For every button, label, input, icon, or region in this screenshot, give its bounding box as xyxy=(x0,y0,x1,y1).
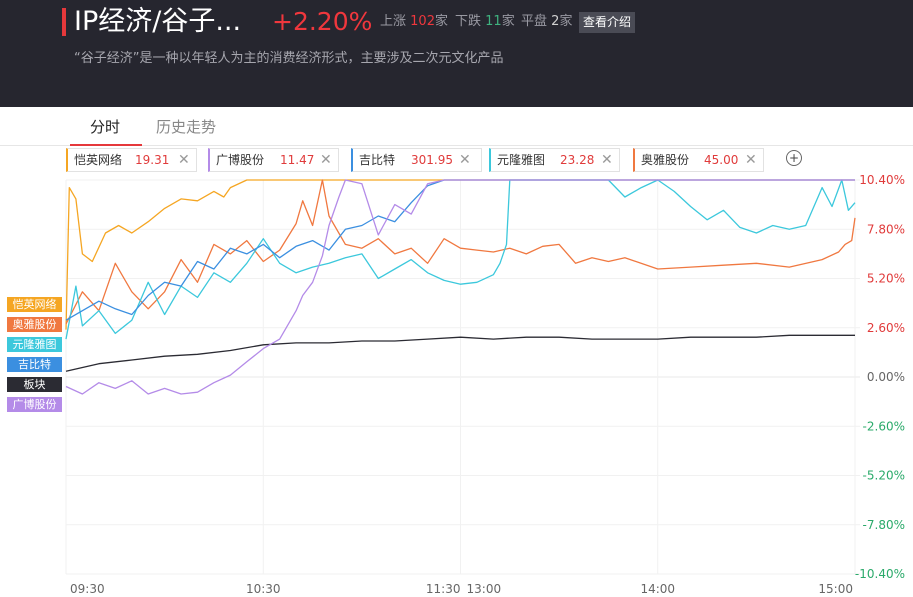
stock-chip-guangbo[interactable]: 广博股份 11.47 ✕ xyxy=(208,148,339,172)
y-tick-label: 0.00% xyxy=(867,370,905,384)
series-line xyxy=(65,179,855,330)
view-intro-button[interactable]: 查看介绍 xyxy=(579,12,636,33)
sector-description: “谷子经济”是一种以年轻人为主的消费经济形式，主要涉及二次元文化产品 xyxy=(74,51,504,66)
x-tick-label: 09:30 xyxy=(70,582,105,596)
legend-tag-jibite: 吉比特 xyxy=(7,357,62,372)
flat-stat: 平盘 2家 xyxy=(521,13,572,31)
close-icon[interactable]: ✕ xyxy=(601,152,613,168)
flat-count: 2 xyxy=(551,14,560,29)
up-unit: 家 xyxy=(434,14,448,29)
series-line xyxy=(65,179,855,395)
y-tick-label: -10.40% xyxy=(855,567,905,581)
x-tick-label: 10:30 xyxy=(246,582,281,596)
legend-tag-yuanlong: 元隆雅图 xyxy=(7,337,62,352)
stock-chip-yuanlong[interactable]: 元隆雅图 23.28 ✕ xyxy=(489,148,620,172)
stock-chip-aoya[interactable]: 奥雅股份 45.00 ✕ xyxy=(633,148,764,172)
active-tab-indicator xyxy=(70,144,142,146)
chip-price: 23.28 xyxy=(560,153,595,167)
y-tick-label: -2.60% xyxy=(863,419,905,433)
y-tick-label: 7.80% xyxy=(867,222,905,236)
chip-price: 301.95 xyxy=(411,153,453,167)
y-tick-label: 2.60% xyxy=(867,321,905,335)
y-tick-label: -5.20% xyxy=(863,469,905,483)
series-line xyxy=(65,179,856,325)
x-tick-label: 15:00 xyxy=(818,582,853,596)
chip-price: 11.47 xyxy=(280,153,315,167)
header-bar: IP经济/谷子... +2.20% 上涨 102家 下跌 11家 平盘 2家 查… xyxy=(0,0,913,107)
down-unit: 家 xyxy=(501,14,515,29)
tab-history[interactable]: 历史走势 xyxy=(156,118,217,136)
y-tick-label: 5.20% xyxy=(867,272,905,286)
up-stat: 上涨 102家 xyxy=(380,13,448,31)
x-tick-label: 11:30 xyxy=(426,582,461,596)
close-icon[interactable]: ✕ xyxy=(178,152,190,168)
y-tick-label: -7.80% xyxy=(863,518,905,532)
legend-tag-aoya: 奥雅股份 xyxy=(7,317,62,332)
close-icon[interactable]: ✕ xyxy=(320,152,332,168)
chip-name: 吉比特 xyxy=(359,153,396,167)
stock-chip-jibite[interactable]: 吉比特 301.95 ✕ xyxy=(351,148,482,172)
y-tick-label: 10.40% xyxy=(859,173,905,187)
tab-divider xyxy=(0,145,913,146)
down-count: 11 xyxy=(485,14,502,29)
legend-tag-sector: 板块 xyxy=(7,377,62,392)
close-icon[interactable]: ✕ xyxy=(745,152,757,168)
series-line xyxy=(65,179,856,340)
legend-tag-guangbo: 广博股份 xyxy=(7,397,62,412)
down-stat: 下跌 11家 xyxy=(455,13,515,31)
x-tick-label: 13:00 xyxy=(467,582,502,596)
close-icon[interactable]: ✕ xyxy=(459,152,471,168)
chip-name: 元隆雅图 xyxy=(497,153,546,167)
series-line xyxy=(65,334,855,372)
chip-name: 广博股份 xyxy=(216,153,265,167)
sector-change-percent: +2.20% xyxy=(272,7,373,36)
chip-price: 45.00 xyxy=(704,153,739,167)
down-label: 下跌 xyxy=(455,14,482,29)
tab-intraday[interactable]: 分时 xyxy=(90,118,121,136)
chip-price: 19.31 xyxy=(135,153,170,167)
x-tick-label: 14:00 xyxy=(640,582,675,596)
up-label: 上涨 xyxy=(380,14,407,29)
flat-unit: 家 xyxy=(559,14,573,29)
up-count: 102 xyxy=(410,14,435,29)
flat-label: 平盘 xyxy=(521,14,548,29)
series-line xyxy=(65,179,855,321)
add-stock-icon[interactable]: + xyxy=(786,150,802,166)
title-accent-bar xyxy=(62,8,66,36)
stock-chip-kaiying[interactable]: 恺英网络 19.31 ✕ xyxy=(66,148,197,172)
legend-tag-kaiying: 恺英网络 xyxy=(7,297,62,312)
sector-title: IP经济/谷子... xyxy=(74,6,242,37)
chip-name: 奥雅股份 xyxy=(641,153,690,167)
chip-name: 恺英网络 xyxy=(74,153,123,167)
